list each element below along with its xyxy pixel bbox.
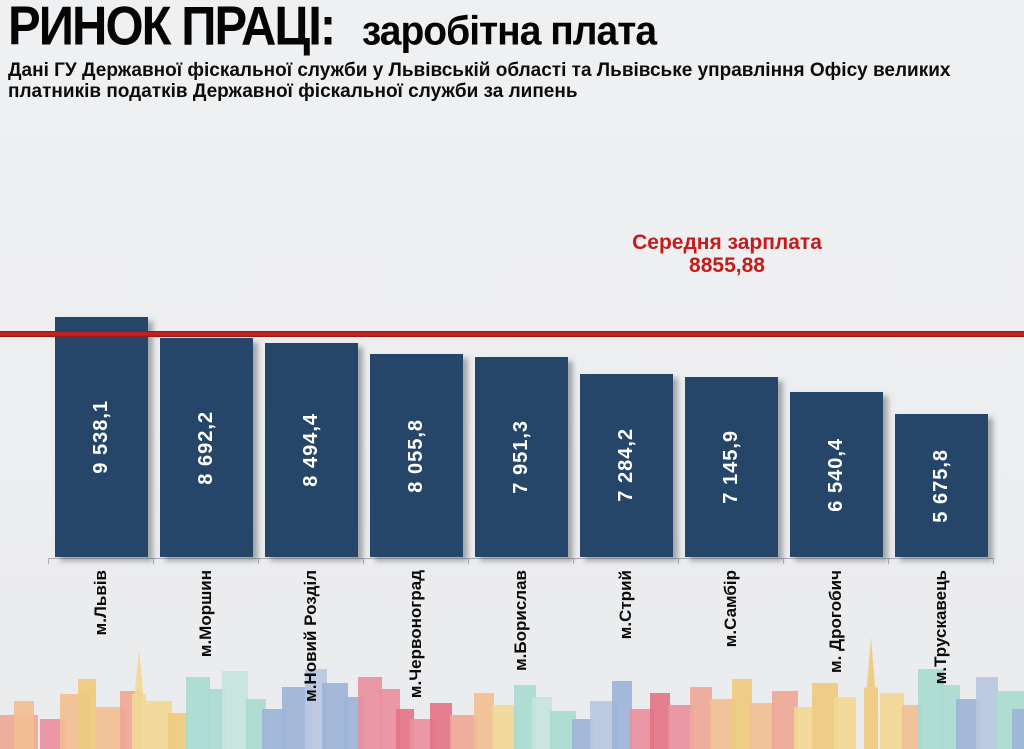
axis-tick — [573, 558, 574, 564]
category-label: м.Стрий — [615, 570, 635, 640]
building — [246, 699, 266, 749]
axis-tick — [888, 558, 889, 564]
building — [514, 685, 536, 749]
average-salary-annotation: Середня зарплата 8855,88 — [562, 231, 892, 277]
building — [772, 691, 798, 749]
bar-value-label: 7 145,9 — [720, 430, 742, 504]
tower-spire — [134, 649, 144, 694]
axis-tick — [258, 558, 259, 564]
axis-tick — [48, 558, 49, 564]
building — [550, 711, 576, 749]
bar: 8 494,4 — [265, 343, 358, 557]
average-salary-value: 8855,88 — [689, 254, 765, 278]
bar: 7 951,3 — [475, 356, 568, 557]
bar-value-label: 6 540,4 — [825, 437, 847, 512]
bar: 9 538,1 — [55, 317, 148, 557]
bar: 8 692,2 — [160, 338, 253, 557]
city-skyline-decoration — [0, 637, 1024, 749]
x-axis — [48, 558, 993, 559]
axis-tick — [363, 558, 364, 564]
building — [532, 697, 552, 749]
building — [1012, 709, 1024, 749]
building — [430, 703, 452, 749]
page-title: РИНОК ПРАЦІ: заробітна плата — [8, 0, 1018, 57]
building — [572, 719, 594, 749]
building — [146, 701, 172, 749]
bar: 5 675,8 — [895, 414, 988, 557]
building — [450, 715, 478, 749]
category-label: м.Червоноград — [405, 570, 425, 699]
bar: 6 540,4 — [790, 392, 883, 557]
building — [902, 705, 922, 749]
building — [14, 701, 34, 749]
axis-tick — [468, 558, 469, 564]
building — [880, 693, 904, 749]
average-salary-label: Середня зарплата — [632, 231, 822, 254]
building — [794, 707, 814, 749]
bar-value-label: 9 538,1 — [90, 400, 112, 474]
category-label: м.Львів — [90, 570, 110, 636]
bar-value-label: 7 284,2 — [615, 428, 637, 503]
bar-value-label: 8 692,2 — [195, 410, 217, 485]
bar: 8 055,8 — [370, 354, 463, 557]
bar: 7 284,2 — [580, 373, 673, 557]
building — [690, 687, 712, 749]
category-label: м.Моршин — [195, 570, 215, 658]
bar-value-label: 7 951,3 — [510, 420, 532, 494]
bar: 7 145,9 — [685, 377, 778, 557]
building — [812, 683, 838, 749]
building — [358, 677, 382, 749]
axis-tick — [678, 558, 679, 564]
building — [612, 681, 632, 749]
building — [305, 669, 327, 749]
category-label: м.Трускавець — [930, 570, 950, 685]
building — [186, 677, 210, 749]
building — [222, 671, 248, 749]
tower-base — [132, 694, 146, 749]
axis-tick — [993, 558, 994, 564]
title-accent: заробітна плата — [361, 8, 657, 55]
title-main: РИНОК ПРАЦІ: — [8, 0, 336, 57]
building — [168, 713, 188, 749]
category-label: м.Борислав — [510, 570, 530, 671]
building — [474, 693, 494, 749]
tower-spire — [866, 637, 876, 688]
bar-value-label: 5 675,8 — [930, 448, 952, 523]
building — [668, 705, 694, 749]
category-label: м.Новий Розділ — [300, 570, 320, 702]
building — [834, 697, 856, 749]
building — [918, 669, 944, 749]
building — [976, 677, 998, 749]
category-label: м. Дрогобич — [825, 570, 845, 673]
axis-tick — [153, 558, 154, 564]
building — [396, 709, 414, 749]
subtitle: Дані ГУ Державної фіскальної служби у Ль… — [8, 60, 951, 103]
average-salary-line — [0, 331, 1024, 338]
bar-value-label: 8 494,4 — [300, 413, 322, 487]
building — [750, 703, 774, 749]
building — [208, 689, 226, 749]
bar-value-label: 8 055,8 — [405, 418, 427, 493]
building — [78, 679, 96, 749]
building — [380, 689, 400, 749]
tower-base — [864, 687, 878, 749]
axis-tick — [783, 558, 784, 564]
building — [940, 685, 960, 749]
building — [732, 679, 752, 749]
category-label: м.Самбір — [720, 570, 740, 648]
building — [322, 683, 348, 749]
building — [650, 693, 670, 749]
header: РИНОК ПРАЦІ: заробітна плата Дані ГУ Держ… — [8, 0, 1018, 103]
building — [710, 699, 736, 749]
building — [492, 705, 518, 749]
